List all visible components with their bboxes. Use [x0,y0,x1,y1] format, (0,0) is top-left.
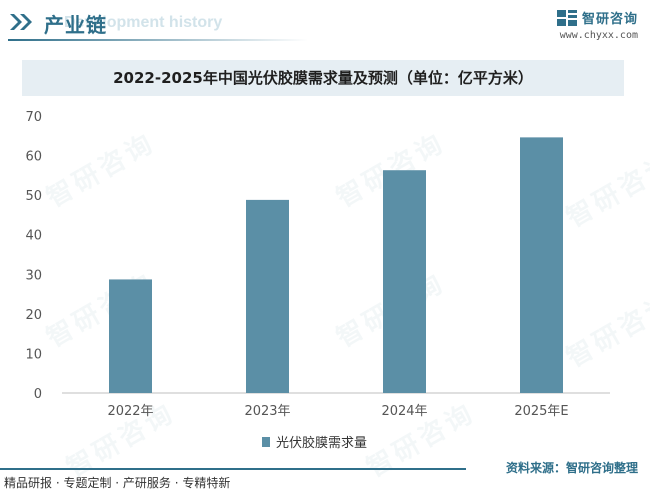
x-tick-label: 2024年 [381,404,427,419]
y-tick-label: 0 [34,387,42,402]
y-tick-label: 70 [25,110,42,125]
header: Development history 产业链 [0,0,650,50]
header-underline [8,39,308,41]
bar [246,199,289,393]
page-title: 产业链 [44,13,107,37]
y-tick-label: 30 [25,268,42,283]
y-tick-label: 60 [25,150,42,165]
brand-name: 智研咨询 [581,12,638,27]
chart-title-band: 2022-2025年中国光伏胶膜需求量及预测（单位：亿平方米） [22,60,624,96]
brand-url: www.chyxx.com [559,30,638,41]
bar [520,137,563,393]
x-tick-label: 2025年E [514,404,568,419]
x-tick-label: 2022年 [107,404,153,419]
header-ghost-text: Development history [64,14,223,31]
brand: 智研咨询 www.chyxx.com [556,8,638,41]
double-chevron-icon [10,14,32,30]
bar [383,170,426,393]
y-tick-label: 10 [25,347,42,362]
y-tick-label: 40 [25,229,42,244]
footer-line [0,468,466,470]
legend-label: 光伏胶膜需求量 [276,436,368,451]
chart-title: 2022-2025年中国光伏胶膜需求量及预测（单位：亿平方米） [113,69,533,87]
footer-tagline: 精品研报 · 专题定制 · 产研服务 · 专精特新 [4,476,231,490]
bar-chart: 0 10 20 30 40 50 60 70 2022年 2023年 2024年 2025年E [25,110,610,419]
zhiyan-logo-icon [556,9,577,26]
bar [109,279,152,393]
x-tick-label: 2023年 [244,404,290,419]
legend: 光伏胶膜需求量 [262,432,367,451]
source-note: 资料来源：智研咨询整理 [505,461,638,475]
y-tick-label: 20 [25,308,42,323]
legend-swatch [262,436,270,447]
y-tick-label: 50 [25,189,42,204]
